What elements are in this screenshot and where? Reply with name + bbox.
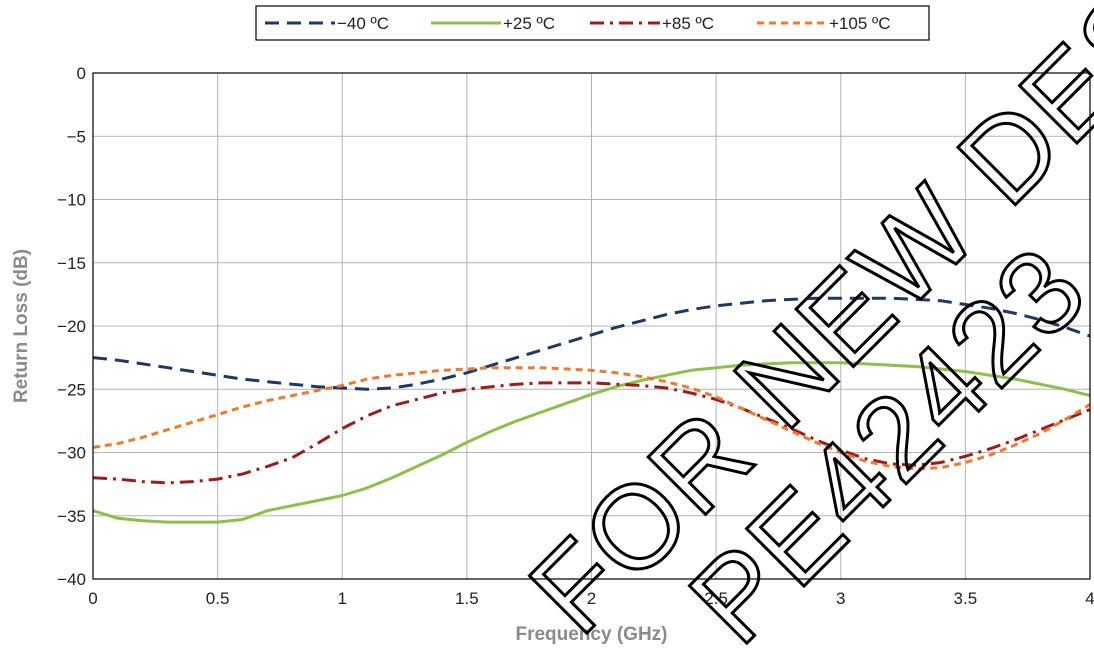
y-tick-label: −15	[57, 254, 86, 273]
x-axis-label: Frequency (GHz)	[515, 624, 667, 645]
x-tick-label: 0	[88, 589, 97, 608]
plot-frame	[92, 72, 1091, 580]
watermark: FOR NEW DESIGN PE42423	[504, 0, 1094, 650]
x-tick-label: 3.5	[954, 589, 978, 608]
series-lines	[92, 296, 1091, 524]
series-line-1	[92, 296, 1091, 391]
y-tick-label: −30	[57, 444, 86, 463]
series-line-3	[92, 381, 1091, 485]
legend-label: +85 ºC	[662, 14, 714, 33]
y-tick-label: −35	[57, 507, 86, 526]
legend-label: −40 ºC	[337, 14, 389, 33]
legend: −40 ºC +25 ºC +85 ºC +105 ºC	[255, 5, 930, 41]
legend-label: +105 ºC	[829, 14, 891, 33]
y-tick-label: 0	[77, 64, 86, 83]
x-tick-label: 0.5	[206, 589, 230, 608]
y-tick-label: −10	[57, 191, 86, 210]
series-line-2	[92, 361, 1091, 524]
series-line-4	[92, 366, 1091, 471]
y-axis-label: Return Loss (dB)	[11, 249, 32, 403]
y-tick-label: −5	[67, 127, 86, 146]
x-tick-label: 2.5	[704, 589, 728, 608]
x-tick-label: 1.5	[455, 589, 479, 608]
y-tick-labels: 0 −5 −10 −15 −20 −25 −30 −35 −40	[57, 64, 86, 589]
x-tick-label: 2	[587, 589, 596, 608]
x-tick-label: 3	[836, 589, 845, 608]
x-tick-label: 1	[338, 589, 347, 608]
legend-label: +25 ºC	[503, 14, 555, 33]
x-tick-labels: 0 0.5 1 1.5 2 2.5 3 3.5 4	[88, 589, 1094, 608]
y-tick-label: −40	[57, 570, 86, 589]
x-tick-label: 4	[1085, 589, 1094, 608]
y-tick-label: −20	[57, 317, 86, 336]
y-tick-label: −25	[57, 380, 86, 399]
